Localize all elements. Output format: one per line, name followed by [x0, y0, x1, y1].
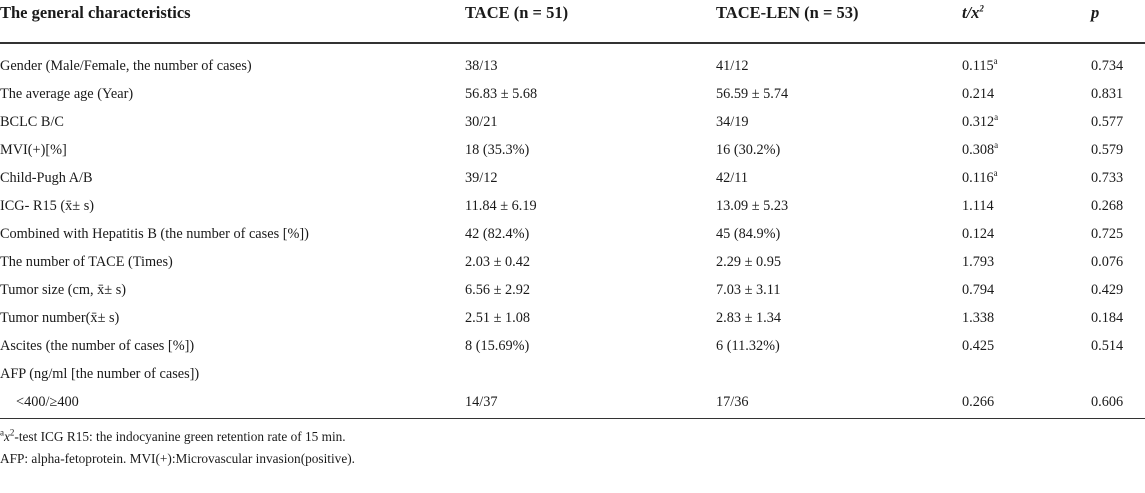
cell-statistic: 0.312a: [962, 112, 999, 130]
cell-tace: 8 (15.69%): [465, 338, 530, 354]
row-label: BCLC B/C: [0, 114, 64, 130]
table-row: Child-Pugh A/B 39/12 42/11 0.116a 0.733: [0, 166, 1145, 190]
statistic-sup: a: [993, 56, 998, 67]
row-label: The number of TACE (Times): [0, 254, 173, 270]
cell-tace-len: 45 (84.9%): [716, 226, 781, 242]
cell-p: 0.268: [1091, 198, 1124, 214]
table-header-row: The general characteristics TACE (n = 51…: [0, 0, 1145, 26]
table-row: Gender (Male/Female, the number of cases…: [0, 54, 1145, 78]
header-tace: TACE (n = 51): [465, 3, 569, 22]
cell-tace: 38/13: [465, 58, 498, 74]
cell-statistic: 0.266: [962, 394, 995, 410]
cell-p: 0.514: [1091, 338, 1124, 354]
statistic-sup: a: [993, 168, 998, 179]
bottom-rule: [0, 418, 1145, 419]
cell-tace: 39/12: [465, 170, 498, 186]
cell-tace: 2.51 ± 1.08: [465, 310, 531, 326]
cell-statistic: 0.214: [962, 86, 995, 102]
cell-p: 0.734: [1091, 58, 1124, 74]
cell-tace: 11.84 ± 6.19: [465, 198, 537, 214]
cell-p: 0.429: [1091, 282, 1124, 298]
cell-tace-len: 7.03 ± 3.11: [716, 282, 781, 298]
row-label: ICG- R15 (x̄± s): [0, 198, 95, 214]
cell-tace-len: 42/11: [716, 170, 749, 186]
cell-p: 0.606: [1091, 394, 1124, 410]
cell-tace: 18 (35.3%): [465, 142, 530, 158]
cell-tace: 2.03 ± 0.42: [465, 254, 531, 270]
row-label: Ascites (the number of cases [%]): [0, 338, 195, 354]
cell-tace: 6.56 ± 2.92: [465, 282, 531, 298]
cell-statistic: 1.114: [962, 198, 994, 214]
cell-tace-len: 16 (30.2%): [716, 142, 781, 158]
table-row: BCLC B/C 30/21 34/19 0.312a 0.577: [0, 110, 1145, 134]
header-statistic: t/x2: [962, 3, 984, 22]
cell-tace-len: 56.59 ± 5.74: [716, 86, 789, 102]
cell-p: 0.733: [1091, 170, 1124, 186]
table-row: ICG- R15 (x̄± s) 11.84 ± 6.19 13.09 ± 5.23…: [0, 194, 1145, 218]
cell-tace-len: 2.83 ± 1.34: [716, 310, 782, 326]
table-row: The number of TACE (Times) 2.03 ± 0.42 2.2…: [0, 250, 1145, 274]
footnote-2: AFP: alpha-fetoprotein. MVI(+):Microvasc…: [0, 451, 355, 466]
table-row: The average age (Year) 56.83 ± 5.68 56.59 …: [0, 82, 1145, 106]
cell-p: 0.725: [1091, 226, 1124, 242]
table-row: Tumor number(x̄± s) 2.51 ± 1.08 2.83 ± 1.3…: [0, 306, 1145, 330]
cell-p: 0.184: [1091, 310, 1124, 326]
cell-statistic: 0.794: [962, 282, 995, 298]
table-row: MVI(+)[%] 18 (35.3%) 16 (30.2%) 0.308a 0.579: [0, 138, 1145, 162]
cell-tace-len: 2.29 ± 0.95: [716, 254, 782, 270]
row-label: Tumor number(x̄± s): [0, 310, 120, 326]
cell-statistic: 1.793: [962, 254, 995, 270]
header-p: p: [1091, 3, 1100, 22]
cell-tace: 56.83 ± 5.68: [465, 86, 538, 102]
cell-p: 0.831: [1091, 86, 1124, 102]
row-label: Child-Pugh A/B: [0, 170, 93, 186]
footnote-1: ax2-test ICG R15: the indocyanine green …: [0, 427, 346, 444]
cell-statistic: 0.308a: [962, 140, 999, 158]
cell-tace-len: 13.09 ± 5.23: [716, 198, 789, 214]
header-rule: [0, 42, 1145, 44]
statistic-sup: a: [994, 112, 999, 123]
cell-statistic: 0.115a: [962, 56, 998, 74]
cell-statistic: 1.338: [962, 310, 995, 326]
cell-tace: 42 (82.4%): [465, 226, 530, 242]
cell-tace-len: 17/36: [716, 394, 749, 410]
cell-statistic: 0.116a: [962, 168, 998, 186]
cell-tace-len: 34/19: [716, 114, 749, 130]
cell-p: 0.076: [1091, 254, 1124, 270]
row-label: The average age (Year): [0, 86, 134, 102]
cell-p: 0.579: [1091, 142, 1124, 158]
cell-p: 0.577: [1091, 114, 1124, 130]
cell-tace: 30/21: [465, 114, 498, 130]
cell-tace-len: 41/12: [716, 58, 749, 74]
header-characteristics: The general characteristics: [0, 3, 191, 22]
cell-tace: 14/37: [465, 394, 498, 410]
table-row: Combined with Hepatitis B (the number of…: [0, 222, 1145, 246]
row-label: Tumor size (cm, x̄± s): [0, 282, 127, 298]
row-label: MVI(+)[%]: [0, 142, 67, 158]
table-row: Tumor size (cm, x̄± s) 6.56 ± 2.92 7.03 ± …: [0, 278, 1145, 302]
table-row: Ascites (the number of cases [%]) 8 (15.6…: [0, 334, 1145, 358]
cell-statistic: 0.124: [962, 226, 995, 242]
cell-statistic: 0.425: [962, 338, 995, 354]
header-tace-len: TACE-LEN (n = 53): [716, 3, 859, 22]
header-statistic-sup: 2: [979, 3, 984, 14]
row-label: Combined with Hepatitis B (the number of…: [0, 226, 309, 242]
table-row: <400/≥400 14/37 17/36 0.266 0.606: [0, 390, 1145, 414]
statistic-sup: a: [994, 140, 999, 151]
table-row: AFP (ng/ml [the number of cases]): [0, 362, 1145, 386]
row-label: Gender (Male/Female, the number of cases…: [0, 58, 252, 74]
row-label: AFP (ng/ml [the number of cases]): [0, 366, 200, 382]
cell-tace-len: 6 (11.32%): [716, 338, 780, 354]
row-label: <400/≥400: [16, 394, 79, 410]
